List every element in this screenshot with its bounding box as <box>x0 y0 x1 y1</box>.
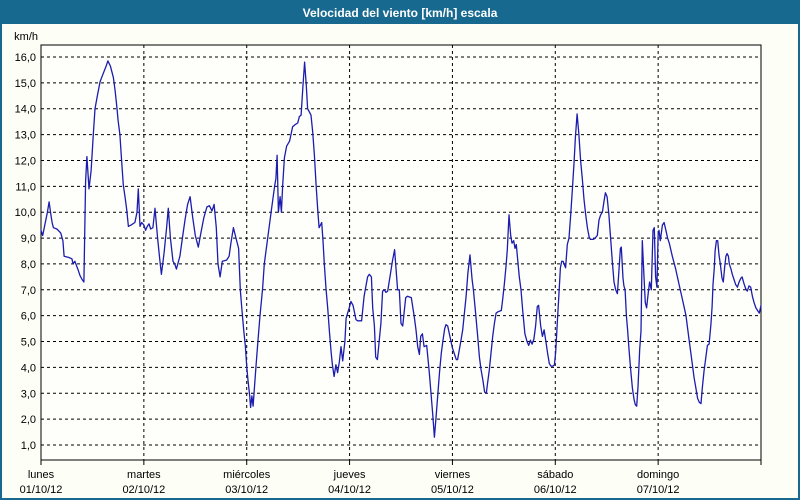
day-name-label: domingo <box>637 469 679 481</box>
day-date-label: 03/10/12 <box>225 484 268 496</box>
y-axis-tick-label: 1,0 <box>21 440 36 452</box>
day-date-label: 06/10/12 <box>534 484 577 496</box>
wind-speed-series <box>40 60 762 438</box>
day-name-label: jueves <box>333 469 366 481</box>
plot-border <box>40 44 762 461</box>
y-axis-tick-label: 16,0 <box>15 52 36 64</box>
y-axis-tick-label: 4,0 <box>21 362 36 374</box>
day-name-label: miércoles <box>223 469 271 481</box>
y-axis-tick-label: 8,0 <box>21 259 36 271</box>
y-axis-tick-label: 3,0 <box>21 388 36 400</box>
day-date-label: 05/10/12 <box>431 484 474 496</box>
day-date-label: 02/10/12 <box>122 484 165 496</box>
day-date-label: 07/10/12 <box>637 484 680 496</box>
y-axis-tick-label: 11,0 <box>15 181 36 193</box>
day-name-label: martes <box>127 469 161 481</box>
y-axis-tick-label: 10,0 <box>15 207 36 219</box>
y-axis-tick-label: 9,0 <box>21 233 36 245</box>
day-name-label: lunes <box>28 469 55 481</box>
day-name-label: sábado <box>537 469 573 481</box>
y-axis-tick-label: 15,0 <box>15 78 36 90</box>
y-axis-tick-label: 2,0 <box>21 414 36 426</box>
day-date-label: 01/10/12 <box>20 484 63 496</box>
y-axis-tick-label: 14,0 <box>15 104 36 116</box>
y-axis-unit-label: km/h <box>14 31 38 43</box>
y-axis-tick-label: 6,0 <box>21 311 36 323</box>
y-axis-tick-label: 13,0 <box>15 130 36 142</box>
y-axis-tick-label: 12,0 <box>15 155 36 167</box>
y-axis-tick-label: 5,0 <box>21 337 36 349</box>
chart-title-bar: Velocidad del viento [km/h] escala <box>2 2 798 24</box>
y-axis-tick-label: 7,0 <box>21 285 36 297</box>
wind-speed-line-chart: 16,0 15,0 14,0 13,0 12,0 11,0 10,0 9,0 8,0 7,0 6,0… <box>2 24 798 498</box>
chart-area: 16,0 15,0 14,0 13,0 12,0 11,0 10,0 9,0 8,0 7,0 6,0… <box>2 24 798 498</box>
day-name-label: viernes <box>435 469 471 481</box>
chart-title: Velocidad del viento [km/h] escala <box>302 6 498 20</box>
day-date-label: 04/10/12 <box>328 484 371 496</box>
